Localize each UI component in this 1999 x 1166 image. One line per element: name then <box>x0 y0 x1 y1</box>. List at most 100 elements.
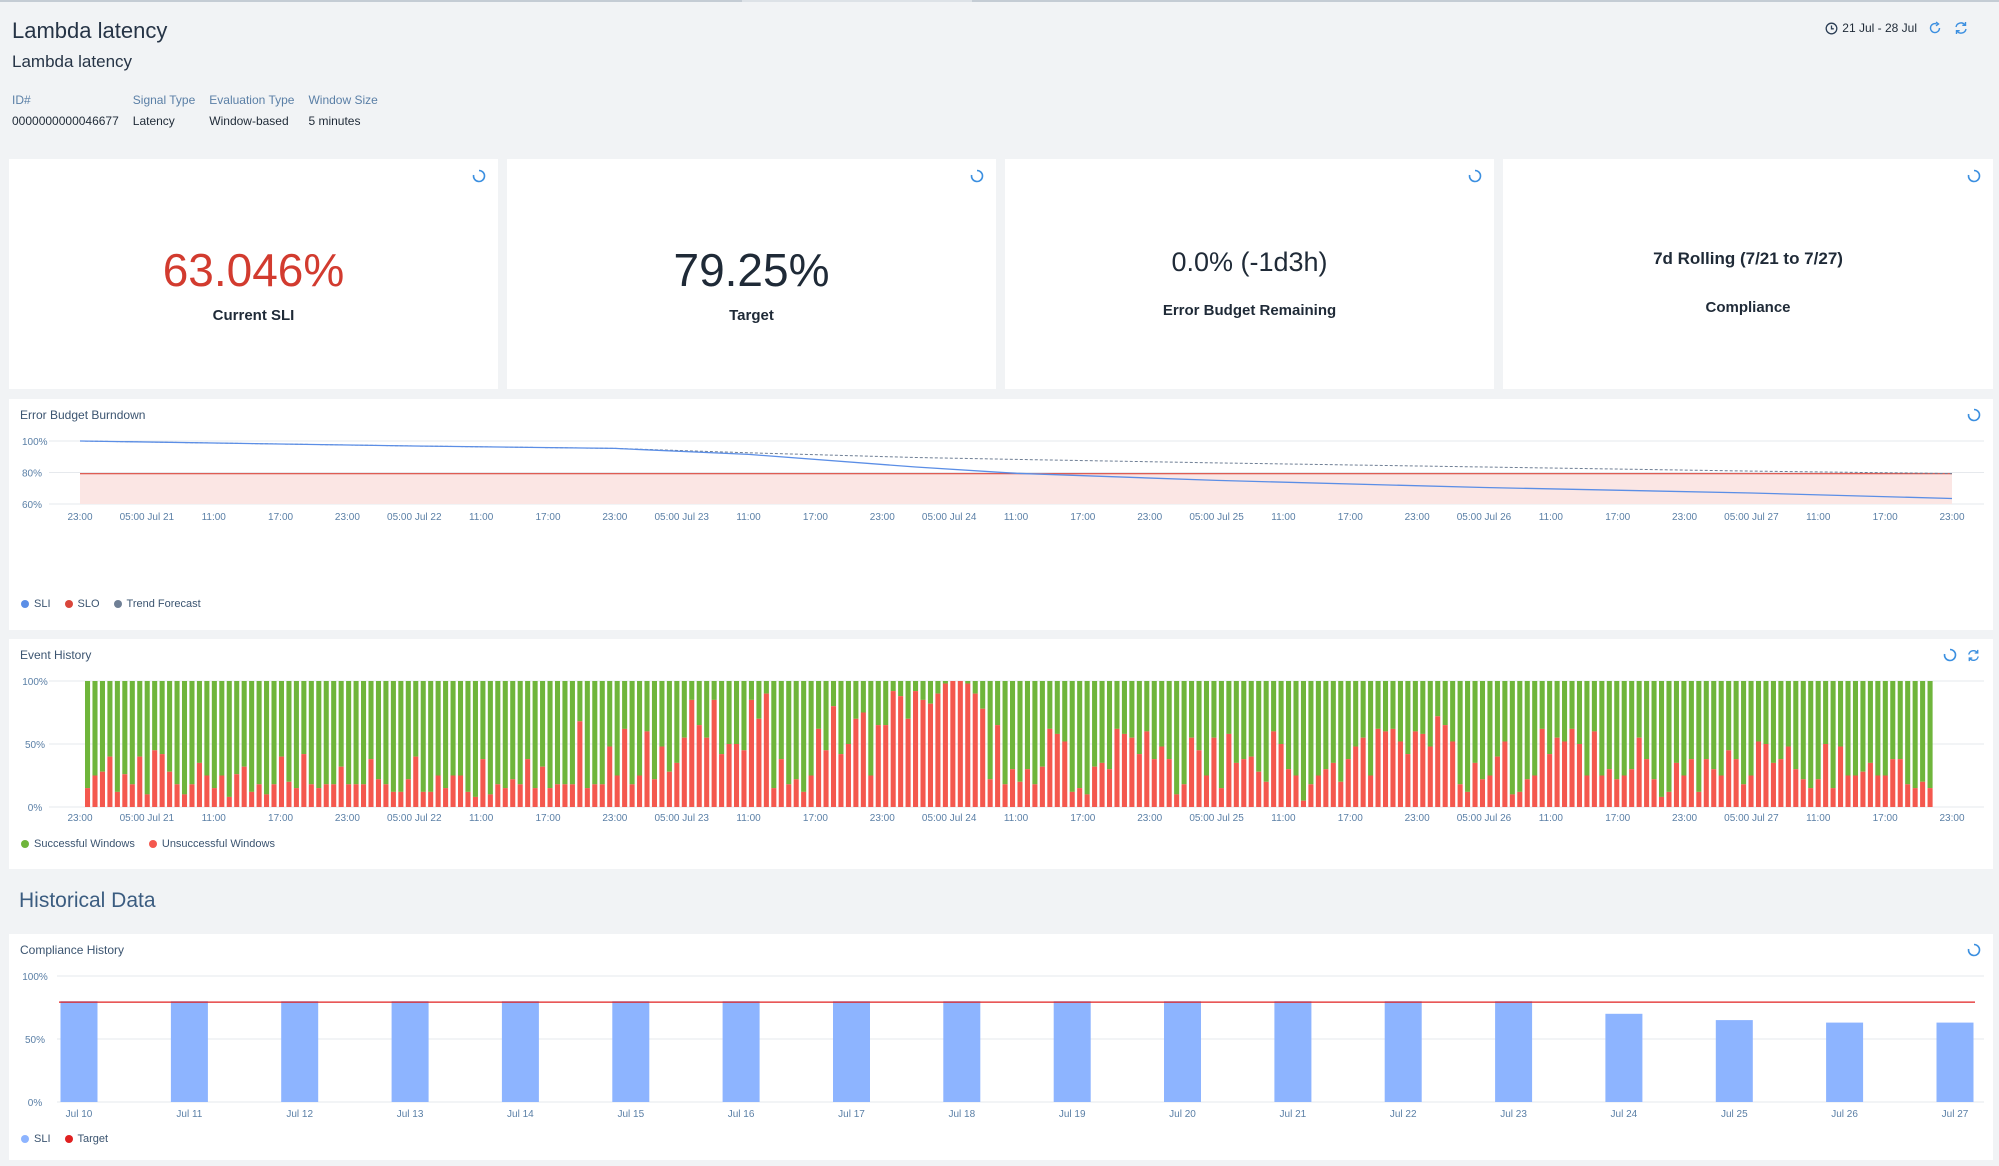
x-tick-label: 05:00 Jul 22 <box>387 813 442 824</box>
successful-window-bar <box>651 681 658 780</box>
sli-bar <box>722 1001 760 1102</box>
y-tick-label: 50% <box>25 740 45 751</box>
unsuccessful-window-bar <box>264 794 270 807</box>
current-sli-value: 63.046% <box>162 244 345 296</box>
legend-item-sli[interactable]: SLI <box>21 598 51 610</box>
unsuccessful-window-bar <box>181 794 188 807</box>
compliance-history-chart[interactable]: 100% 50% 0% Jul 10 Jul 11 Jul 12 Jul 13 Jul 14 J… <box>9 960 1993 1160</box>
unsuccessful-window-bar <box>1830 788 1836 807</box>
successful-window-bar <box>211 681 217 789</box>
legend-item-sli[interactable]: SLI <box>21 1133 51 1145</box>
unsuccessful-window-bar <box>353 784 359 807</box>
unsuccessful-window-bar <box>1375 728 1381 807</box>
sli-bar <box>1384 1001 1422 1102</box>
unsuccessful-window-bar <box>219 775 225 807</box>
unsuccessful-window-bar <box>1808 788 1814 807</box>
successful-window-bar <box>413 681 419 757</box>
x-tick-label: 23:00 <box>335 813 360 824</box>
unsuccessful-window-bar <box>1733 759 1739 807</box>
unsuccessful-window-bar <box>681 737 687 807</box>
loading-spinner-icon <box>970 169 984 188</box>
target-value: 79.25% <box>673 244 830 296</box>
unsuccessful-window-bar <box>950 681 956 807</box>
unsuccessful-window-bar <box>875 725 881 807</box>
unsuccessful-window-bar <box>390 791 396 807</box>
unsuccessful-window-bar <box>159 754 165 807</box>
error-budget-label: Error Budget Remaining <box>1162 302 1337 319</box>
unsuccessful-window-bar <box>1845 775 1851 807</box>
unsuccessful-window-bar <box>1517 791 1523 807</box>
successful-window-bar <box>383 681 389 785</box>
successful-window-bar <box>1770 681 1776 763</box>
successful-window-bar <box>1644 681 1650 760</box>
unsuccessful-window-bar <box>868 775 874 807</box>
successful-window-bar <box>1353 681 1359 747</box>
unsuccessful-window-bar <box>711 699 717 807</box>
time-range-picker[interactable]: 21 Jul - 28 Jul <box>1842 21 1917 35</box>
meta-value: Window-based <box>209 114 289 128</box>
unsuccessful-window-bar <box>1062 741 1068 807</box>
legend-item-trend-forecast[interactable]: Trend Forecast <box>113 598 201 610</box>
unsuccessful-window-bar <box>1875 775 1881 807</box>
unsuccessful-window-bar <box>651 779 658 807</box>
legend-label: Unsuccessful Windows <box>161 838 275 850</box>
unsuccessful-window-bar <box>540 766 546 807</box>
meta-signal-type: Signal Type Latency <box>133 93 196 128</box>
unsuccessful-window-bar <box>629 784 635 807</box>
x-tick-label: 23:00 <box>1672 813 1697 824</box>
unsuccessful-window-bar <box>1823 744 1829 807</box>
successful-window-bar <box>1636 681 1642 738</box>
page-subtitle: Lambda latency <box>12 52 133 71</box>
unsuccessful-window-bar <box>577 721 583 807</box>
unsuccessful-window-bar <box>748 699 754 807</box>
unsuccessful-window-bar <box>1905 784 1911 807</box>
error-budget-card: 0.0% (-1d3h) Error Budget Remaining <box>1005 159 1494 389</box>
unsuccessful-window-bar <box>1696 791 1702 807</box>
unsuccessful-window-bar <box>398 791 404 807</box>
successful-window-bar <box>435 681 441 776</box>
successful-window-bar <box>1069 681 1075 792</box>
successful-window-bar <box>129 681 135 785</box>
successful-window-bar <box>316 681 322 789</box>
loading-spinner-icon <box>1943 648 1957 667</box>
unsuccessful-window-bar <box>1547 754 1553 807</box>
successful-window-bar <box>1106 681 1113 770</box>
unsuccessful-window-bar <box>144 794 150 807</box>
successful-window-bar <box>390 681 396 792</box>
legend-item-slo[interactable]: SLO <box>64 598 100 610</box>
unsuccessful-window-bar <box>226 796 232 807</box>
burndown-chart[interactable]: 100% 80% 60% 23:00 05:00 Jul 21 11:00 17:00 23:… <box>9 425 1993 625</box>
successful-window-bar <box>1711 681 1717 770</box>
successful-window-bar <box>1144 681 1150 732</box>
historical-data-heading: Historical Data <box>19 889 156 912</box>
x-tick-label: Jul 23 <box>1500 1109 1527 1120</box>
refresh-icon[interactable] <box>1966 648 1981 668</box>
successful-window-bar <box>1368 681 1374 776</box>
refresh-icon[interactable] <box>1953 20 1969 36</box>
unsuccessful-window-bar <box>1390 728 1396 807</box>
successful-window-bar <box>1315 681 1321 776</box>
unsuccessful-window-bar <box>1054 733 1060 807</box>
legend-item-successful[interactable]: Successful Windows <box>21 838 135 850</box>
successful-window-bar <box>159 681 165 755</box>
unsuccessful-window-bar <box>420 791 426 807</box>
successful-window-bar <box>995 681 1001 726</box>
loading-spinner-icon <box>472 169 486 188</box>
timezone-sync-icon[interactable] <box>1927 20 1943 36</box>
compliance-value: 7d Rolling (7/21 to 7/27) <box>1653 249 1843 268</box>
meta-value: Latency <box>132 114 175 128</box>
unsuccessful-window-bar <box>957 681 963 807</box>
x-tick-label: 05:00 Jul 21 <box>120 512 175 523</box>
successful-window-bar <box>890 681 896 692</box>
successful-window-bar <box>510 681 516 780</box>
x-tick-label: Jul 16 <box>728 1109 755 1120</box>
event-history-chart[interactable]: 100% 50% 0% 23:00 05:00 Jul 21 11:00 17:00 23:0… <box>9 665 1993 865</box>
successful-window-bar <box>584 681 590 789</box>
x-tick-label: Jul 24 <box>1611 1109 1638 1120</box>
legend-item-unsuccessful[interactable]: Unsuccessful Windows <box>148 838 275 850</box>
successful-window-bar <box>1092 681 1098 767</box>
successful-window-bar <box>1450 681 1456 742</box>
successful-window-bar <box>1345 681 1351 760</box>
x-tick-label: Jul 22 <box>1390 1109 1417 1120</box>
legend-item-target[interactable]: Target <box>64 1133 108 1145</box>
